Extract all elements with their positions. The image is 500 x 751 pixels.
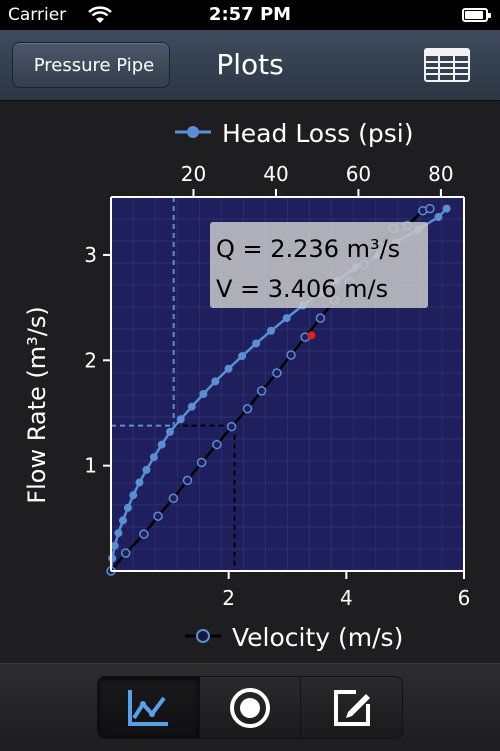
series-point (242, 404, 253, 414)
series-point (149, 453, 158, 462)
crosshairs (111, 197, 236, 571)
y-axis-label: Flow Rate (m³/s) (23, 306, 51, 503)
tab-chart[interactable] (98, 677, 200, 738)
bottom-axis-ticks: 2 4 6 (222, 571, 470, 610)
readout-flow: Q = 2.236 m³/s (216, 235, 400, 263)
status-bar: Carrier 2:57 PM (0, 0, 500, 30)
series-point (168, 493, 179, 504)
legend-head-loss-label: Head Loss (psi) (222, 119, 413, 148)
series-point (434, 213, 443, 222)
series-point (238, 352, 247, 361)
top-tick-label: 40 (263, 162, 288, 186)
series-point (108, 554, 117, 563)
top-tick-label: 60 (346, 162, 371, 186)
x-tick-label: 4 (340, 586, 353, 610)
series-point (142, 465, 151, 474)
series-point (123, 503, 132, 512)
y-axis-ticks: 1 2 3 (84, 243, 111, 478)
series-point (157, 440, 166, 449)
table-icon[interactable] (424, 48, 470, 82)
carrier-label: Carrier (8, 5, 67, 25)
series-point (252, 339, 261, 348)
series-point (176, 415, 185, 424)
series-point (120, 548, 131, 558)
y-tick-label: 2 (84, 348, 97, 372)
series-point (135, 478, 144, 487)
series-point (442, 204, 451, 213)
series-point (196, 457, 207, 468)
series-point (272, 368, 282, 378)
series-point (226, 421, 237, 432)
series-point (267, 326, 276, 335)
highlight-point (307, 331, 316, 340)
series-point (110, 541, 119, 550)
wifi-icon (88, 6, 112, 23)
nav-bar: Pressure Pipe Plots (0, 30, 500, 101)
series-point (256, 386, 267, 396)
plot-container[interactable]: Head Loss (psi) 20 40 60 80 1 2 3 2 4 6 Flow Ra… (0, 101, 500, 663)
series-point (224, 364, 233, 373)
series-point (211, 377, 220, 386)
record-icon (230, 687, 270, 728)
y-tick-label: 1 (84, 454, 97, 478)
readout-velocity: V = 3.406 m/s (216, 275, 388, 303)
bottom-toolbar (0, 663, 500, 751)
legend-head-loss: Head Loss (psi) (175, 119, 413, 148)
page-title: Plots (216, 48, 284, 81)
battery-icon (462, 8, 491, 22)
y-tick-label: 3 (84, 243, 97, 267)
series-point (118, 516, 127, 525)
back-button[interactable]: Pressure Pipe (12, 42, 170, 88)
x-tick-label: 6 (458, 586, 471, 610)
axes (110, 196, 465, 572)
clock: 2:57 PM (208, 4, 292, 25)
readout-box: Q = 2.236 m³/s V = 3.406 m/s (210, 222, 428, 308)
back-button-label: Pressure Pipe (33, 54, 155, 76)
chart[interactable]: Head Loss (psi) 20 40 60 80 1 2 3 2 4 6 Flow Ra… (0, 101, 500, 663)
top-tick-label: 20 (181, 162, 206, 186)
series-point (282, 314, 291, 323)
view-switcher (97, 676, 403, 739)
tab-edit[interactable] (301, 677, 402, 738)
series-point (139, 529, 149, 539)
series-point (182, 475, 193, 486)
series-point (129, 491, 138, 500)
top-tick-label: 80 (428, 162, 453, 186)
legend-velocity: Velocity (m/s) (185, 623, 403, 652)
tab-record[interactable] (200, 677, 302, 738)
series-point (315, 313, 326, 323)
series-point (153, 511, 163, 521)
series-point (165, 427, 174, 436)
series-point (199, 390, 208, 399)
series-point (114, 529, 123, 538)
legend-velocity-label: Velocity (m/s) (232, 623, 403, 652)
chart-icon (128, 689, 169, 726)
series-point (212, 439, 222, 450)
top-axis-ticks: 20 40 60 80 (181, 162, 454, 197)
series-point (286, 350, 296, 360)
x-tick-label: 2 (222, 586, 235, 610)
series-point (187, 402, 196, 411)
edit-icon (333, 689, 370, 726)
series-point (425, 203, 435, 214)
